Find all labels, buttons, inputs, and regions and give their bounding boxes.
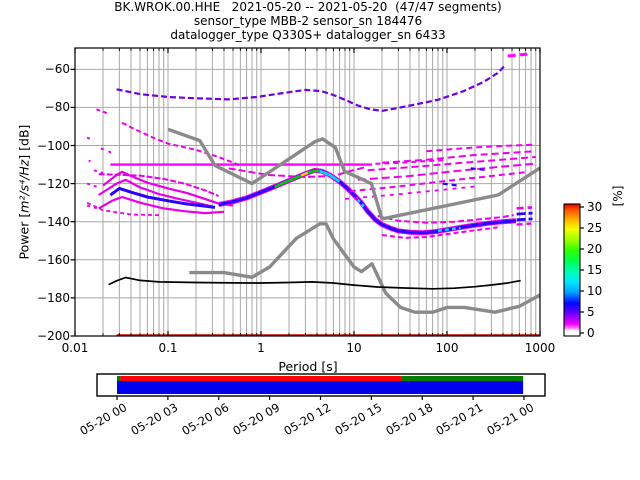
- psd-histogram-cluster-core-blue: [109, 186, 216, 209]
- psd-histogram-right-stack-b2: [516, 217, 533, 222]
- psd-histogram-cluster-bottom-fringe: [86, 201, 160, 217]
- psd-histogram-fan-6: [344, 185, 476, 200]
- colorbar-label: [%]: [611, 185, 625, 207]
- timeline-status-segment: [401, 376, 524, 381]
- x-tick-label: 1000: [524, 341, 556, 355]
- y-tick-label: −180: [37, 290, 70, 305]
- psd-histogram-fan-5: [349, 171, 526, 193]
- nhnm-noise-model: [167, 127, 540, 221]
- psd-histogram-cluster-top-line: [98, 173, 219, 197]
- colorbar-tick-label: 30: [587, 200, 603, 214]
- plot-area: [75, 48, 540, 336]
- psd-histogram-ridge-yellow: [300, 171, 309, 177]
- psd-histogram-left-scatter-a: [96, 108, 108, 115]
- y-tick-label: −140: [37, 214, 70, 229]
- psd-histogram-fan-2: [381, 150, 536, 164]
- psd-histogram-mid-line-114: [228, 166, 365, 178]
- x-tick-label: 1: [257, 341, 265, 355]
- x-tick-label: 0.1: [158, 341, 178, 355]
- psd-histogram-diag-descending: [121, 121, 241, 167]
- colorbar-tick-label: 0: [587, 326, 595, 340]
- y-tick-label: −80: [44, 100, 70, 115]
- psd-histogram-band-top-violet: [116, 63, 507, 112]
- y-tick-label: −160: [37, 252, 70, 267]
- psd-mode-line: [108, 276, 521, 290]
- x-axis-label: Period [s]: [278, 359, 338, 374]
- timeline-status-segment: [117, 376, 121, 381]
- psd-histogram-fan-4: [357, 162, 536, 181]
- colorbar: [564, 204, 580, 336]
- psd-histogram-cluster-lower: [98, 195, 225, 215]
- psd-histogram-left-scatter-f: [86, 204, 102, 211]
- psd-histogram-left-scatter-c: [88, 159, 93, 163]
- x-tick-label: 0.01: [61, 341, 89, 355]
- colorbar-tick-label: 20: [587, 242, 603, 256]
- subtitle-datalogger: datalogger_type Q330S+ datalogger_sn 643…: [170, 28, 446, 42]
- psd-histogram-fan-blue-a: [442, 182, 458, 187]
- figure-title: BK.WROK.00.HHE 2021-05-20 -- 2021-05-20 …: [114, 0, 502, 14]
- psd-histogram-left-scatter-e: [86, 182, 100, 189]
- colorbar-tick-label: 10: [587, 284, 603, 298]
- psd-histogram-ridge-cyan: [319, 169, 341, 183]
- plot-frame: [74, 47, 541, 337]
- subtitle-sensor: sensor_type MBB-2 sensor_sn 184476: [193, 14, 423, 28]
- y-tick-label: −200: [37, 329, 70, 343]
- colorbar-tick-label: 5: [587, 305, 595, 319]
- psd-histogram-band-cyan-dash: [437, 226, 461, 233]
- psd-histogram-band-top-end-magenta: [507, 52, 528, 58]
- psd-histogram-right-stack-m2: [516, 222, 532, 226]
- psd-histogram-right-stack-b1: [516, 211, 533, 216]
- timeline-coverage-bar: [117, 381, 524, 394]
- psd-histogram-ridge-cyan-dash: [356, 198, 366, 209]
- psd-histogram-ridge-green-2: [307, 169, 320, 174]
- psd-histogram-left-dash-102: [100, 147, 116, 156]
- psd-histogram-fan-blue-b: [470, 167, 486, 171]
- psd-histogram-left-scatter-d: [93, 169, 104, 175]
- colorbar-tick-label: 25: [587, 221, 603, 235]
- psd-histogram-right-stack-m1: [516, 206, 533, 210]
- psd-histogram-cluster-peak-1: [102, 170, 234, 207]
- x-tick-label: 10: [346, 341, 362, 355]
- psd-histogram-band-fringe-low: [381, 226, 498, 239]
- y-tick-label: −100: [37, 138, 70, 153]
- y-tick-label: −60: [44, 62, 70, 77]
- psd-histogram-fan-3: [367, 156, 536, 172]
- y-tick-label: −120: [37, 176, 70, 191]
- psd-histogram-left-scatter-b: [86, 136, 95, 141]
- psd-histogram-fan-1: [426, 143, 536, 153]
- psd-histogram-ridge-green-1: [274, 174, 302, 189]
- timeline-status-segment: [120, 376, 402, 381]
- nlnm-noise-model: [189, 222, 540, 314]
- colorbar-tick-label: 15: [587, 263, 603, 277]
- psd-histogram-band-fringe-high: [377, 214, 514, 224]
- x-tick-label: 100: [435, 341, 459, 355]
- psd-histogram-cluster-peak-2: [98, 178, 213, 208]
